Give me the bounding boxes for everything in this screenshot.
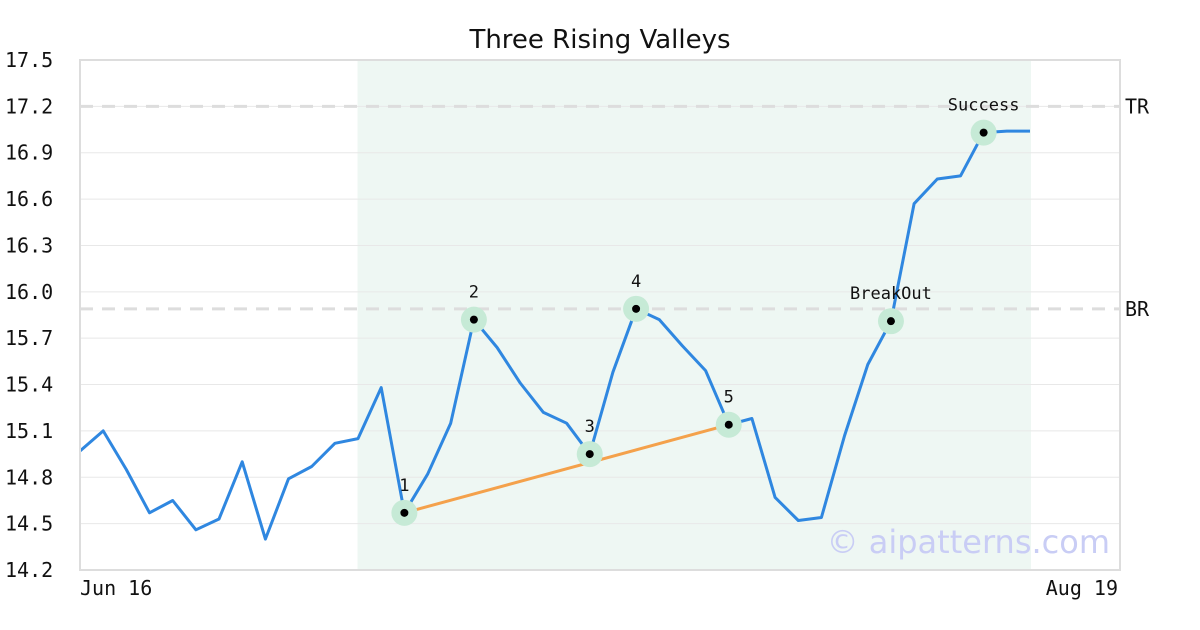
y-tick-label: 15.1 — [5, 419, 53, 443]
y-tick-label: 16.0 — [5, 280, 53, 304]
level-label: BR — [1125, 297, 1150, 321]
x-start-label: Jun 16 — [80, 576, 152, 600]
y-tick-label: 17.5 — [5, 48, 53, 72]
point-label: BreakOut — [850, 284, 932, 304]
plot-frame — [79, 59, 1121, 571]
chart-title: Three Rising Valleys — [468, 25, 730, 55]
point-label: 5 — [724, 388, 734, 408]
y-tick-label: 15.7 — [5, 326, 53, 350]
point-label: 2 — [469, 283, 479, 303]
marker-point — [724, 420, 733, 429]
y-tick-label: 15.4 — [5, 373, 53, 397]
level-label: TR — [1125, 94, 1150, 118]
y-tick-label: 16.6 — [5, 187, 53, 211]
y-tick-label: 16.3 — [5, 233, 53, 257]
pattern-region — [357, 60, 1031, 570]
point-label: 4 — [631, 272, 641, 292]
marker-point — [632, 304, 641, 313]
marker-point — [979, 128, 988, 137]
marker-point — [400, 508, 409, 517]
point-label: Success — [948, 96, 1020, 116]
trendline — [403, 423, 730, 515]
marker-point — [585, 450, 594, 459]
y-tick-label: 17.2 — [5, 94, 53, 118]
watermark: © aipatterns.com — [827, 523, 1110, 561]
point-label: 3 — [585, 417, 595, 437]
series-line — [79, 129, 1030, 541]
y-tick-label: 14.2 — [5, 558, 53, 582]
marker-point — [886, 317, 895, 326]
pattern-markers: 1 2 3 4 5 BreakOut Success — [391, 96, 1019, 526]
y-axis-ticks: 14.2 14.5 14.8 15.1 15.4 15.7 16.0 16.3 16.6 16.9… — [5, 48, 53, 582]
y-tick-label: 14.8 — [5, 465, 53, 489]
level-lines: TR BR — [80, 94, 1150, 321]
x-end-label: Aug 19 — [1046, 576, 1118, 600]
marker-point — [469, 315, 478, 324]
point-label: 1 — [399, 476, 409, 496]
y-tick-label: 16.9 — [5, 141, 53, 165]
y-tick-label: 14.5 — [5, 512, 53, 536]
